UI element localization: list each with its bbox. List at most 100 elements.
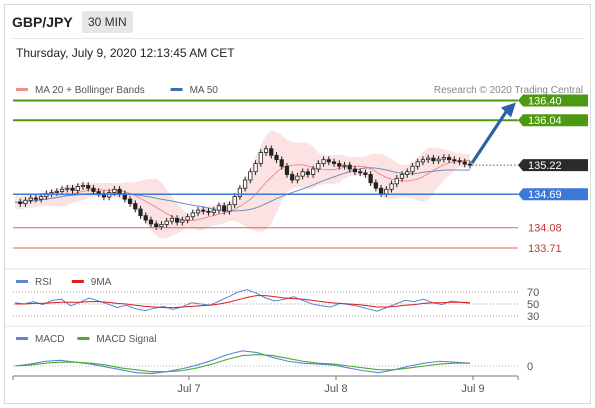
rsi-series-1 [15,295,471,309]
ma20-line [14,159,471,222]
rsi-series-0 [14,289,471,312]
candle-body [59,188,65,192]
candle-body [446,157,452,161]
candle-body [284,165,290,175]
candle-body [274,154,279,161]
candle-body [80,185,86,187]
forecast-arrow-head [501,102,516,118]
candle-body [243,179,248,189]
candle-body [18,201,23,204]
candle-body [337,163,342,167]
support-label: 133.71 [528,243,562,255]
candle-body [316,163,321,170]
candle-body [248,171,253,181]
resistance-tag [518,114,588,127]
candle-body [263,148,269,153]
macd-series-1 [14,354,470,373]
candle-body [138,208,143,217]
candle-body [399,174,405,179]
candle-body [426,157,431,161]
candle-body [352,168,358,173]
legend-swatch-0 [16,88,28,91]
candle-body [117,188,122,195]
candle-body [86,185,91,189]
candle-body [378,187,384,195]
last-price-label: 135.22 [528,160,562,172]
candle-body [91,187,96,192]
candle-body [39,196,44,200]
candle-body [216,205,222,211]
candle-body [467,163,473,166]
resistance-tag [518,94,588,107]
rsi-legend-label-1: 9MA [91,277,112,288]
resistance-label: 136.04 [528,115,562,127]
candle-body [290,174,295,181]
rsi-legend-swatch-1 [71,280,84,283]
candle-body [133,203,138,210]
candle-body [169,217,174,222]
candle-body [190,212,195,218]
candle-body [232,196,237,206]
chart-widget [4,4,591,404]
candle-body [305,171,310,175]
candle-body [222,205,227,212]
candle-body [279,159,284,167]
candle-body [154,223,159,228]
candle-body [237,187,242,197]
candle-body [368,174,373,184]
candle-body [195,209,201,214]
rsi-legend-swatch-0 [16,280,28,283]
candle-body [394,177,399,185]
candle-body [342,164,347,167]
candle-body [410,165,415,173]
legend-label-1: MA 50 [190,85,219,96]
legend-swatch-1 [170,88,183,91]
candle-body [112,188,117,194]
candle-body [54,191,59,194]
support-label: 134.08 [528,223,562,235]
candle-body [431,157,436,162]
time-axis-label: Jul 7 [177,383,200,395]
candle-body [326,159,331,163]
instrument-symbol: GBP/JPY [12,14,73,30]
candle-body [96,191,101,195]
pivot-tag [518,188,588,201]
rsi-level-label: 30 [527,311,539,323]
candle-body [75,186,80,191]
rsi-level-label: 70 [527,287,539,299]
candle-body [211,209,216,213]
candle-body [269,148,274,156]
candle-body [295,175,300,181]
candle-body [175,217,180,223]
candle-body [201,209,206,212]
candle-body [363,172,368,175]
candle-body [358,171,363,174]
legend-label-0: MA 20 + Bollinger Bands [35,85,145,96]
candle-body [384,188,389,195]
timestamp: Thursday, July 9, 2020 12:13:45 AM CET [16,46,235,60]
candle-body [389,183,394,190]
pivot-label: 134.69 [528,189,562,201]
candle-body [164,220,169,225]
candle-body [258,152,263,164]
candle-body [227,204,232,212]
candle-body [462,161,467,165]
macd-legend-label-0: MACD [35,334,64,345]
rsi-legend-label-0: RSI [35,277,52,288]
candle-body [311,168,316,175]
candle-body [49,192,54,195]
candle-body [23,199,28,204]
candle-body [143,215,148,221]
candle-body [127,198,133,204]
macd-level-label: 0 [527,361,533,373]
candle-body [185,216,190,221]
candle-body [457,160,462,163]
time-axis-label: Jul 8 [324,383,347,395]
candle-body [321,159,326,164]
timeframe-badge[interactable]: 30 MIN [82,11,133,33]
candle-body [159,224,164,228]
candle-body [33,197,39,200]
candle-body [436,158,441,162]
time-axis-label: Jul 9 [461,383,484,395]
